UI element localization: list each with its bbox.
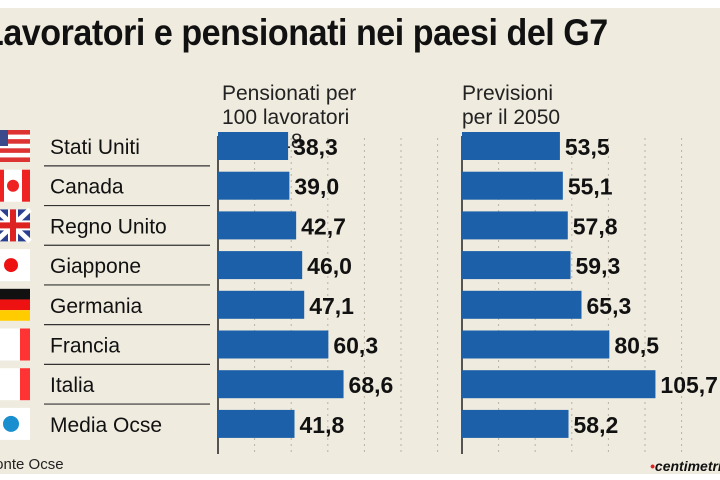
bar — [218, 370, 344, 399]
bar — [218, 211, 297, 240]
data-label: 57,8 — [573, 213, 618, 239]
data-label: 38,3 — [293, 134, 338, 160]
bar-chart: Stati Uniti 38,3 53,5 Canada 39,0 55,1 Regno U… — [0, 130, 718, 454]
bar — [462, 251, 571, 280]
data-label: 41,8 — [299, 412, 344, 438]
bar — [462, 409, 569, 438]
category-label: Regno Unito — [50, 215, 167, 238]
japan-flag-icon — [0, 249, 30, 282]
bar — [462, 370, 656, 399]
bar — [218, 290, 305, 319]
panel-title-2050: Previsioni per il 2050 — [462, 82, 561, 129]
data-label: 55,1 — [568, 174, 613, 200]
data-label: 39,0 — [294, 174, 339, 200]
bar — [218, 132, 289, 160]
logo: •centimetri — [650, 458, 720, 474]
category-label: Media Ocse — [50, 414, 162, 437]
bar — [218, 171, 290, 200]
bar — [218, 409, 295, 438]
category-label: Germania — [50, 295, 143, 318]
category-label: Italia — [50, 374, 95, 397]
data-label: 65,3 — [586, 293, 631, 319]
data-label: 59,3 — [576, 253, 621, 279]
chart-title: Lavoratori e pensionati nei paesi del G7 — [0, 12, 608, 53]
data-label: 105,7 — [660, 372, 718, 398]
category-label: Francia — [50, 335, 120, 358]
bar — [462, 171, 563, 200]
germany-flag-icon — [0, 288, 30, 321]
data-label: 68,6 — [349, 372, 394, 398]
category-label: Canada — [50, 176, 124, 199]
france-flag-icon — [0, 328, 30, 361]
canada-flag-icon — [0, 169, 30, 202]
bar — [218, 330, 329, 359]
bar — [462, 330, 610, 359]
us-flag-icon — [0, 130, 30, 162]
category-label: Giappone — [50, 255, 141, 278]
bar — [462, 211, 568, 240]
oecd-icon — [0, 407, 30, 440]
uk-flag-icon — [0, 207, 32, 244]
italy-flag-icon — [0, 368, 30, 401]
category-label: Stati Uniti — [50, 136, 140, 159]
chart-canvas: Lavoratori e pensionati nei paesi del G7… — [0, 8, 720, 474]
bar — [462, 132, 560, 160]
data-label: 53,5 — [565, 134, 610, 160]
data-label: 47,1 — [309, 293, 354, 319]
data-label: 60,3 — [333, 333, 378, 359]
bar — [218, 251, 303, 280]
data-label: 46,0 — [307, 253, 352, 279]
source-note: Fonte Ocse — [0, 456, 64, 473]
data-label: 42,7 — [301, 213, 346, 239]
bar — [462, 290, 582, 319]
data-label: 58,2 — [574, 412, 619, 438]
data-label: 80,5 — [614, 333, 659, 359]
